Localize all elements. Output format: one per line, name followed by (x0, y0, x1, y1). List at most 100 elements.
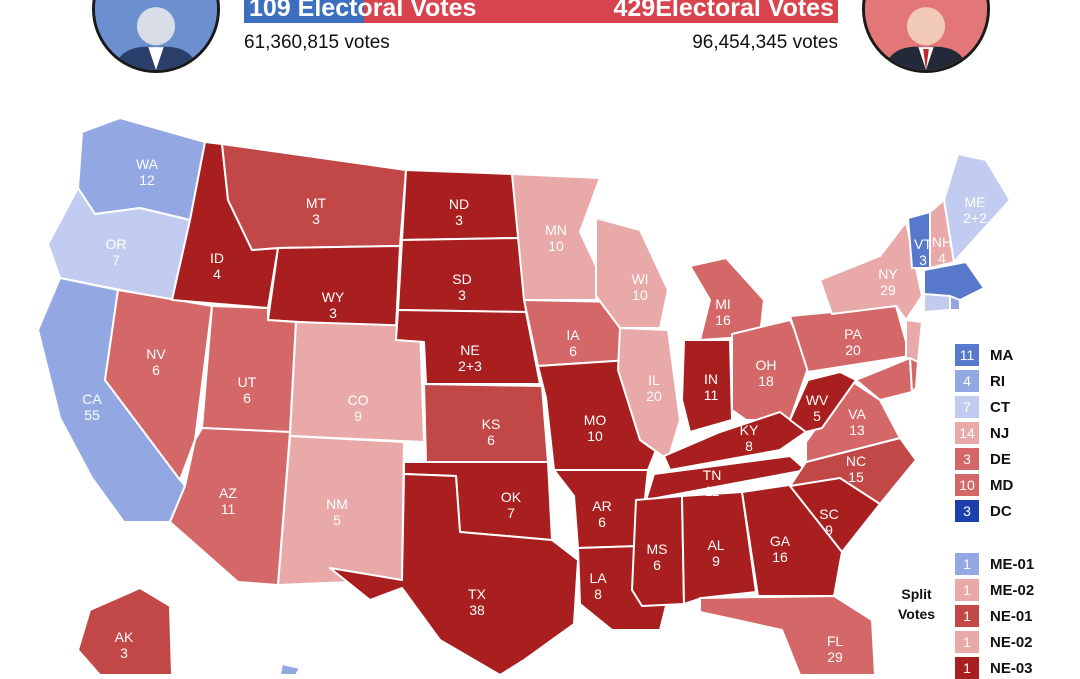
state-ev-sc: 9 (825, 522, 833, 538)
legend-label: NJ (990, 424, 1010, 442)
state-ev-ia: 6 (569, 343, 577, 359)
state-ev-nd: 3 (455, 212, 463, 228)
state-label-ar: AR (592, 498, 611, 514)
state-ev-va: 13 (849, 422, 865, 438)
state-label-ut: UT (238, 374, 257, 390)
state-ev-ks: 6 (487, 432, 495, 448)
state-label-vt: VT (914, 236, 932, 252)
ev-bar-right-segment (364, 0, 838, 23)
state-label-wv: WV (806, 392, 829, 408)
split-legend-label: ME-02 (990, 581, 1035, 599)
state-label-in: IN (704, 371, 718, 387)
legend-label: MA (990, 346, 1014, 364)
left-popular-votes: 61,360,815 votes (244, 32, 390, 53)
left-ev-total: 109 Electoral Votes (249, 0, 476, 23)
state-ev-pa: 20 (845, 342, 861, 358)
split-legend-label: NE-01 (990, 607, 1033, 625)
state-ev-co: 9 (354, 408, 362, 424)
state-label-pa: PA (844, 326, 862, 342)
state-ev-ky: 8 (745, 438, 753, 454)
electoral-vote-bar (244, 0, 838, 23)
state-ms (631, 495, 685, 607)
split-votes-title-line2: Votes (898, 606, 936, 622)
legend-label: DE (990, 450, 1011, 468)
left-ev-number: 109 (249, 0, 291, 22)
legend-row-md: 10 MD (955, 474, 1013, 496)
state-ev-tx: 38 (469, 602, 485, 618)
state-ev-vt: 3 (919, 252, 927, 268)
state-ev-or: 7 (112, 252, 120, 268)
split-legend-row-ne-01: 1 NE-01 (955, 605, 1033, 627)
state-label-il: IL (648, 372, 660, 388)
de-shape (909, 357, 919, 393)
state-label-va: VA (848, 406, 866, 422)
legend-row-ct: 7 CT (955, 396, 1010, 418)
state-label-ia: IA (566, 327, 580, 343)
state-ev-mt: 3 (312, 211, 320, 227)
legend-swatch: 3 (955, 500, 979, 522)
state-me (943, 153, 1011, 263)
state-tx (329, 473, 579, 675)
state-ev-ne: 2+3 (458, 358, 482, 374)
state-ev-in: 11 (704, 387, 719, 403)
state-label-ca: CA (82, 391, 102, 407)
state-label-fl: FL (827, 633, 844, 649)
state-label-ne: NE (460, 342, 479, 358)
state-ev-oh: 18 (758, 373, 774, 389)
state-label-mt: MT (306, 195, 327, 211)
state-label-sd: SD (452, 271, 471, 287)
split-votes-title-line1: Split (901, 586, 932, 602)
state-ev-al: 9 (712, 553, 720, 569)
legend-swatch: 10 (955, 474, 979, 496)
state-label-ny: NY (878, 266, 898, 282)
state-al (681, 491, 757, 605)
state-label-ks: KS (482, 416, 501, 432)
state-label-sc: SC (819, 506, 838, 522)
split-legend-label: ME-01 (990, 555, 1035, 573)
legend-label: CT (990, 398, 1010, 416)
state-label-nm: NM (326, 496, 348, 512)
state-ev-az: 11 (221, 501, 236, 517)
legend-row-ma: 11 MA (955, 344, 1013, 366)
left-ev-label: Electoral Votes (297, 0, 477, 22)
left-candidate-avatar (92, 0, 220, 73)
legend-swatch: 4 (955, 370, 979, 392)
state-ev-mi: 16 (715, 312, 731, 328)
state-label-mo: MO (584, 412, 607, 428)
state-label-me: ME (965, 194, 986, 210)
state-fl (699, 595, 876, 675)
legend-swatch: 7 (955, 396, 979, 418)
split-legend-label: NE-03 (990, 659, 1033, 677)
state-ev-mn: 10 (548, 238, 564, 254)
legend-row-de: 3 DE (955, 448, 1011, 470)
split-legend-row-me-02: 1 ME-02 (955, 579, 1034, 601)
state-ev-mo: 10 (587, 428, 603, 444)
state-ev-nm: 5 (333, 512, 341, 528)
state-label-wy: WY (322, 289, 345, 305)
state-ev-ms: 6 (653, 557, 661, 573)
state-ev-ny: 29 (880, 282, 896, 298)
state-label-co: CO (348, 392, 369, 408)
legend-label: MD (990, 476, 1014, 494)
state-ev-tn: 11 (705, 483, 720, 499)
state-label-id: ID (210, 250, 224, 266)
state-ak (77, 587, 173, 675)
split-legend-swatch: 1 (955, 605, 979, 627)
left-candidate-portrait (95, 0, 217, 70)
state-label-mi: MI (715, 296, 731, 312)
state-label-oh: OH (756, 357, 777, 373)
state-ev-wi: 10 (632, 287, 648, 303)
state-label-tn: TN (703, 467, 722, 483)
state-ev-wy: 3 (329, 305, 337, 321)
state-label-nd: ND (449, 196, 469, 212)
split-legend-swatch: 1 (955, 553, 979, 575)
state-ev-ok: 7 (507, 505, 515, 521)
state-ev-sd: 3 (458, 287, 466, 303)
state-ev-il: 20 (646, 388, 662, 404)
legend-swatch: 3 (955, 448, 979, 470)
state-ev-id: 4 (213, 266, 221, 282)
legend-row-dc: 3 DC (955, 500, 1012, 522)
state-ga (741, 483, 843, 597)
legend-label: DC (990, 502, 1012, 520)
state-ev-wv: 5 (813, 408, 821, 424)
